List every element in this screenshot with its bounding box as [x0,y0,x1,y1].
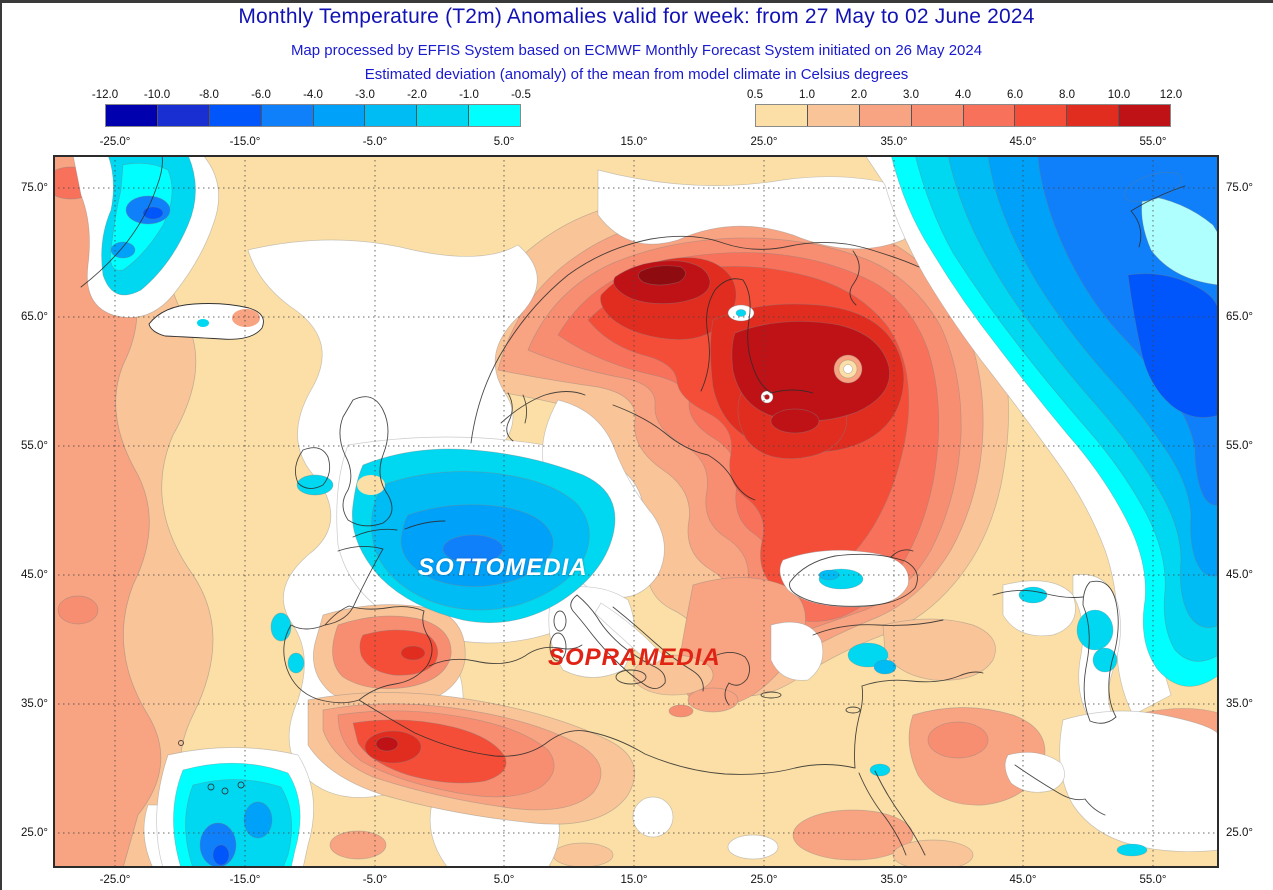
annotation-sottomedia: SOTTOMEDIA [418,554,588,581]
axis-label: 25.0° [21,827,48,839]
russia-bullseye [833,354,863,384]
iberia-morocco-warm-region [307,604,636,825]
legend-tick: 12.0 [1159,89,1183,101]
longitude-axis-bottom: -25.0° -15.0° -5.0° 5.0° 15.0° 25.0° 35.… [0,874,1273,888]
legend-tick: 6.0 [1007,89,1023,101]
axis-label: 75.0° [1226,182,1253,194]
axis-label: 35.0° [1226,698,1253,710]
legend-tick: 4.0 [955,89,971,101]
legend-tick: -6.0 [251,89,271,101]
axis-label: 25.0° [1226,827,1253,839]
axis-label: 65.0° [1226,311,1253,323]
legend-tick: 3.0 [903,89,919,101]
legend-color-cell [417,105,470,126]
legend-tick: 1.0 [799,89,815,101]
legend-tick: -3.0 [355,89,375,101]
axis-label: -25.0° [99,136,131,148]
uk-tan-patch [357,475,385,495]
scattered-cold-spots [818,568,1148,857]
legend-color-cell [859,105,912,126]
axis-label: 35.0° [880,874,908,886]
legend-color-cell [209,105,262,126]
legend-tick: 10.0 [1107,89,1131,101]
legend-color-cell [106,105,158,126]
window-border-top [0,0,1273,3]
axis-label: 45.0° [1226,569,1253,581]
subtitle-processing: Map processed by EFFIS System based on E… [290,42,983,59]
legend-positive-colorbar [755,104,1171,127]
axis-label: -25.0° [99,874,131,886]
legend-tick: 2.0 [851,89,867,101]
france-cold-region [270,448,616,674]
legend-tick: -4.0 [303,89,323,101]
legend-color-cell [807,105,860,126]
legend-tick: -12.0 [91,89,119,101]
legend-tick: 0.5 [747,89,763,101]
axis-label: 55.0° [1139,136,1167,148]
axis-label: 35.0° [21,698,48,710]
graticule-gridlines [53,155,1219,868]
axis-label: 15.0° [620,874,648,886]
legend-color-cell [756,105,808,126]
legend-color-cell [963,105,1016,126]
axis-label: 45.0° [1009,136,1037,148]
axis-label: 55.0° [1139,874,1167,886]
legend-tick: 8.0 [1059,89,1075,101]
window-border-left [0,0,2,890]
page-title: Monthly Temperature (T2m) Anomalies vali… [238,5,1035,28]
eastern-cold-region [890,154,1220,687]
axis-label: -5.0° [362,136,388,148]
axis-label: -15.0° [229,874,261,886]
longitude-axis-top: -25.0° -15.0° -5.0° 5.0° 15.0° 25.0° 35.… [0,136,1273,150]
axis-label: 55.0° [1226,440,1253,452]
legend-tick: -0.5 [511,89,531,101]
legend-positive-ticks: 0.5 1.0 2.0 3.0 4.0 6.0 8.0 10.0 12.0 [747,89,1182,102]
map-border [53,155,1219,868]
legend-negative-ticks: -12.0 -10.0 -8.0 -6.0 -4.0 -3.0 -2.0 -1.… [92,89,531,102]
axis-label: 45.0° [1009,874,1037,886]
legend-tick: -10.0 [143,89,171,101]
iceland [148,303,264,340]
axis-label: 25.0° [750,136,778,148]
sahara-cold-region [156,747,314,869]
axis-label: 15.0° [620,136,648,148]
legend-tick: -8.0 [199,89,219,101]
axis-label: 55.0° [21,440,48,452]
axis-label: 25.0° [750,874,778,886]
axis-label: 65.0° [21,311,48,323]
axis-label: -5.0° [362,874,388,886]
legend-color-cell [1015,105,1068,126]
axis-label: 35.0° [880,136,908,148]
legend-color-cell [911,105,964,126]
map-frame [44,154,1226,871]
legend-color-cell [1067,105,1120,126]
axis-label: -15.0° [229,136,261,148]
legend-negative-colorbar [105,104,521,127]
subtitle-description: Estimated deviation (anomaly) of the mea… [364,66,909,83]
legend-color-cell [1119,105,1170,126]
legend-tick: -1.0 [459,89,479,101]
axis-label: 5.0° [493,874,515,886]
legend-color-cell [313,105,366,126]
axis-label: 45.0° [21,569,48,581]
legend-color-cell [261,105,314,126]
axis-label: 5.0° [493,136,515,148]
axis-label: 75.0° [21,182,48,194]
legend-color-cell [157,105,210,126]
weather-anomaly-map [44,154,1226,871]
legend-tick: -2.0 [407,89,427,101]
legend-color-cell [365,105,418,126]
legend-color-cell [469,105,520,126]
annotation-sopramedia: SOPRAMEDIA [548,644,721,671]
greenland-cold-region [72,154,219,318]
